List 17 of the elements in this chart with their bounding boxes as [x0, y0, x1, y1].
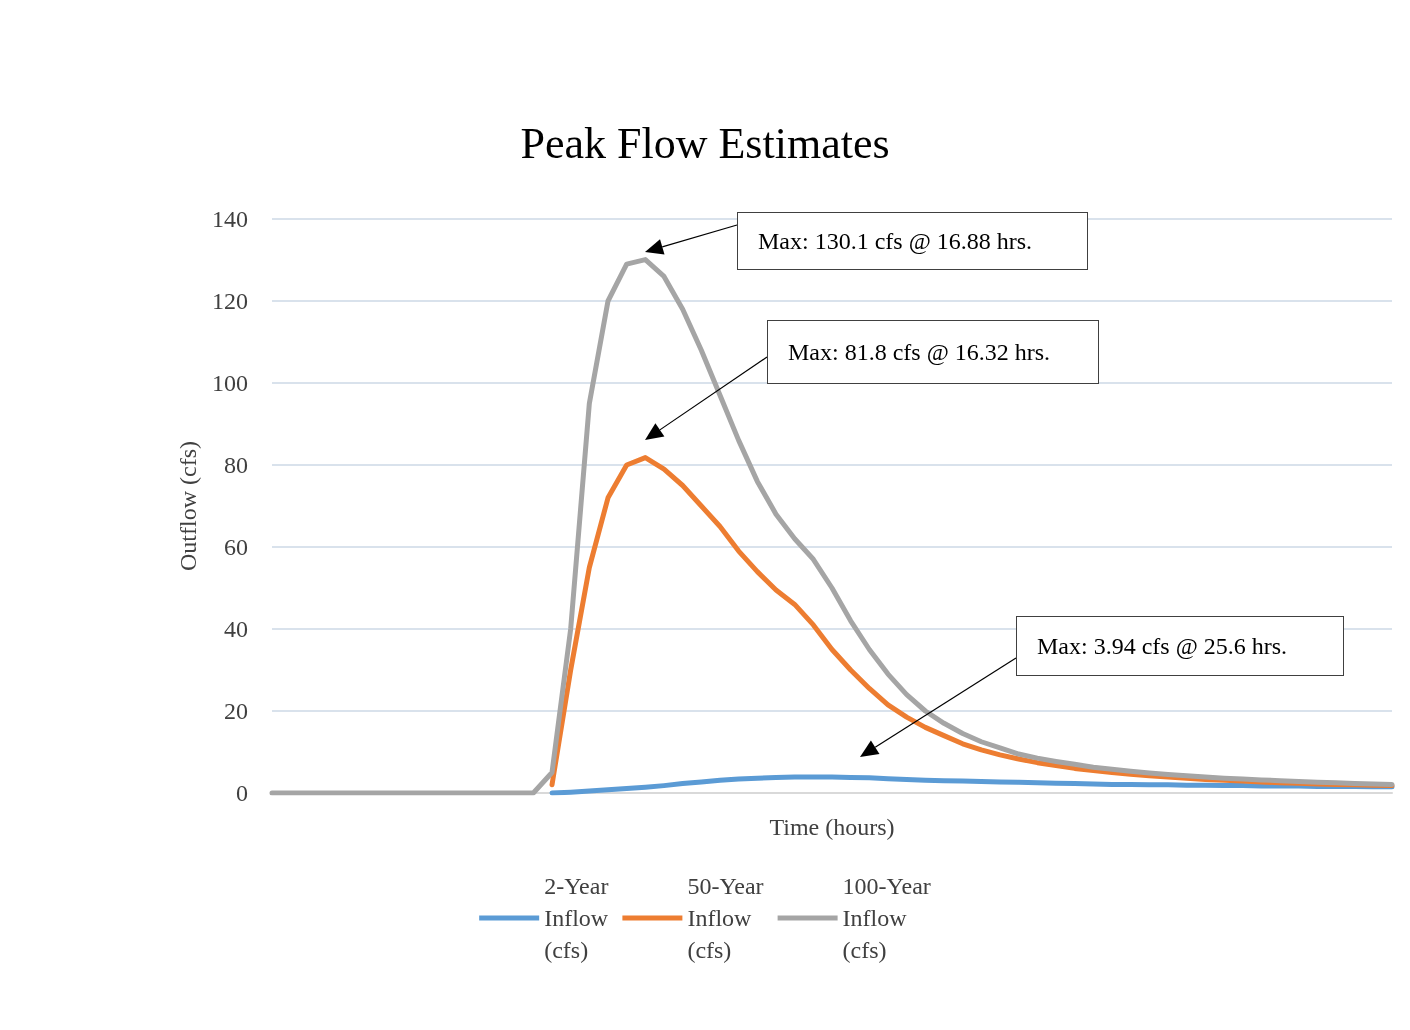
- x-axis-title: Time (hours): [769, 814, 895, 840]
- legend-label: 2-Year Inflow (cfs): [544, 873, 609, 963]
- callout-box: Max: 81.8 cfs @ 16.32 hrs.: [767, 320, 1099, 384]
- legend-label: 50-Year Inflow (cfs): [687, 873, 764, 963]
- callout-box: Max: 3.94 cfs @ 25.6 hrs.: [1016, 616, 1344, 676]
- y-tick-label: 20: [224, 698, 248, 724]
- y-tick-label: 80: [224, 452, 248, 478]
- callout-box: Max: 130.1 cfs @ 16.88 hrs.: [737, 212, 1088, 270]
- y-tick-label: 40: [224, 616, 248, 642]
- legend-label: 100-Year Inflow (cfs): [842, 873, 931, 963]
- y-tick-label: 120: [212, 288, 248, 314]
- chart-title: Peak Flow Estimates: [520, 118, 890, 168]
- y-tick-label: 140: [212, 206, 248, 232]
- y-tick-label: 0: [236, 780, 248, 806]
- y-tick-label: 100: [212, 370, 248, 396]
- y-tick-label: 60: [224, 534, 248, 560]
- y-axis-title: Outflow (cfs): [175, 441, 201, 571]
